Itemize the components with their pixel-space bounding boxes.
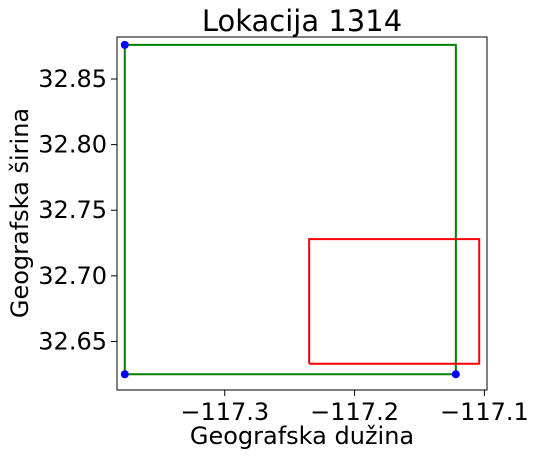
x-tick-label: −117.1 xyxy=(440,398,529,426)
y-tick-label: 32.70 xyxy=(38,262,107,290)
series-0-line xyxy=(123,43,457,376)
x-tick-label: −117.3 xyxy=(180,398,269,426)
series-2-point xyxy=(120,370,129,379)
series-2-point xyxy=(451,370,460,379)
y-tick-label: 32.75 xyxy=(38,196,107,224)
y-tick-label: 32.65 xyxy=(38,327,107,355)
y-tick-label: 32.85 xyxy=(38,65,107,93)
plot-frame xyxy=(116,36,488,391)
x-tick-label: −117.2 xyxy=(310,398,399,426)
series-2-point xyxy=(120,40,129,49)
x-axis-label: Geografska dužina xyxy=(190,422,414,450)
series-1-line xyxy=(308,238,481,365)
x-axis: −117.3 −117.2 −117.1 xyxy=(180,390,529,426)
plot-area xyxy=(120,40,481,379)
y-axis: 32.65 32.70 32.75 32.80 32.85 xyxy=(38,65,117,355)
chart-title: Lokacija 1314 xyxy=(202,4,402,38)
y-axis-label: Geografska širina xyxy=(6,108,34,318)
y-tick-label: 32.80 xyxy=(38,131,107,159)
